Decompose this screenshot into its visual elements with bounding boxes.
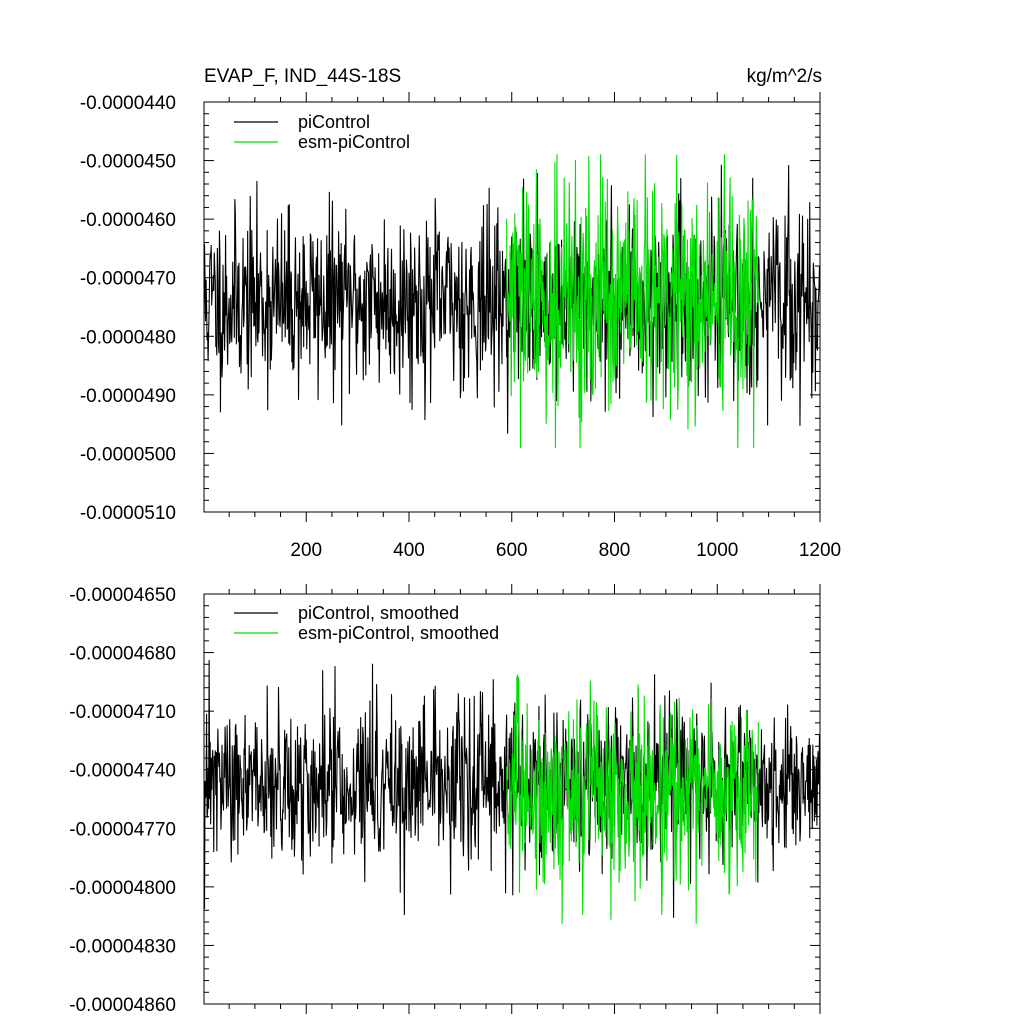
y-tick-label: -0.00004650 <box>69 585 176 606</box>
y-tick-label: -0.0000490 <box>80 386 176 407</box>
series-line-1-1 <box>506 674 759 925</box>
y-tick-label: -0.00004710 <box>69 702 176 723</box>
y-tick-label: -0.0000440 <box>80 93 176 114</box>
legend-label-picontrol: piControl <box>298 112 370 132</box>
legend-label-picontrol-smoothed: piControl, smoothed <box>298 603 459 623</box>
top-axis-ticks: -0.0000440 -0.0000450 -0.0000460 -0.0000470… <box>80 92 841 561</box>
chart-title: EVAP_F, IND_44S-18S <box>204 66 401 87</box>
series-line-0-1 <box>506 154 759 449</box>
y-tick-label: -0.0000500 <box>80 444 176 465</box>
y-tick-label: -0.0000470 <box>80 269 176 290</box>
top-legend: piControl esm-piControl <box>234 112 410 152</box>
bottom-legend: piControl, smoothed esm-piControl, smoot… <box>234 603 499 643</box>
x-tick-label: 1200 <box>799 540 841 561</box>
x-tick-label: 200 <box>290 540 322 561</box>
top-panel: EVAP_F, IND_44S-18S kg/m^2/s -0.0000440-… <box>80 66 841 561</box>
y-tick-label: -0.00004770 <box>69 819 176 840</box>
y-tick-label: -0.00004830 <box>69 936 176 957</box>
x-tick-label: 400 <box>393 540 425 561</box>
x-tick-label: 1000 <box>696 540 738 561</box>
legend-label-esm-picontrol-smoothed: esm-piControl, smoothed <box>298 623 499 643</box>
legend-label-esm-picontrol: esm-piControl <box>298 132 410 152</box>
bottom-panel: -0.00004650 -0.00004680 -0.00004710 -0.0000… <box>69 584 821 1016</box>
bottom-series-lines <box>203 659 821 925</box>
y-tick-label: -0.00004680 <box>69 644 176 665</box>
bottom-axis-ticks: -0.00004650 -0.00004680 -0.00004710 -0.0000… <box>69 584 821 1016</box>
x-tick-label: 800 <box>599 540 631 561</box>
y-tick-label: -0.0000450 <box>80 152 176 173</box>
y-tick-label: -0.0000460 <box>80 210 176 231</box>
y-tick-label: -0.00004800 <box>69 878 176 899</box>
x-tick-label: 600 <box>496 540 528 561</box>
y-tick-label: -0.0000480 <box>80 327 176 348</box>
y-tick-label: -0.00004860 <box>69 995 176 1016</box>
y-tick-label: -0.0000510 <box>80 503 176 524</box>
chart-units: kg/m^2/s <box>747 66 822 87</box>
y-tick-label: -0.00004740 <box>69 761 176 782</box>
top-series-lines <box>203 154 821 449</box>
